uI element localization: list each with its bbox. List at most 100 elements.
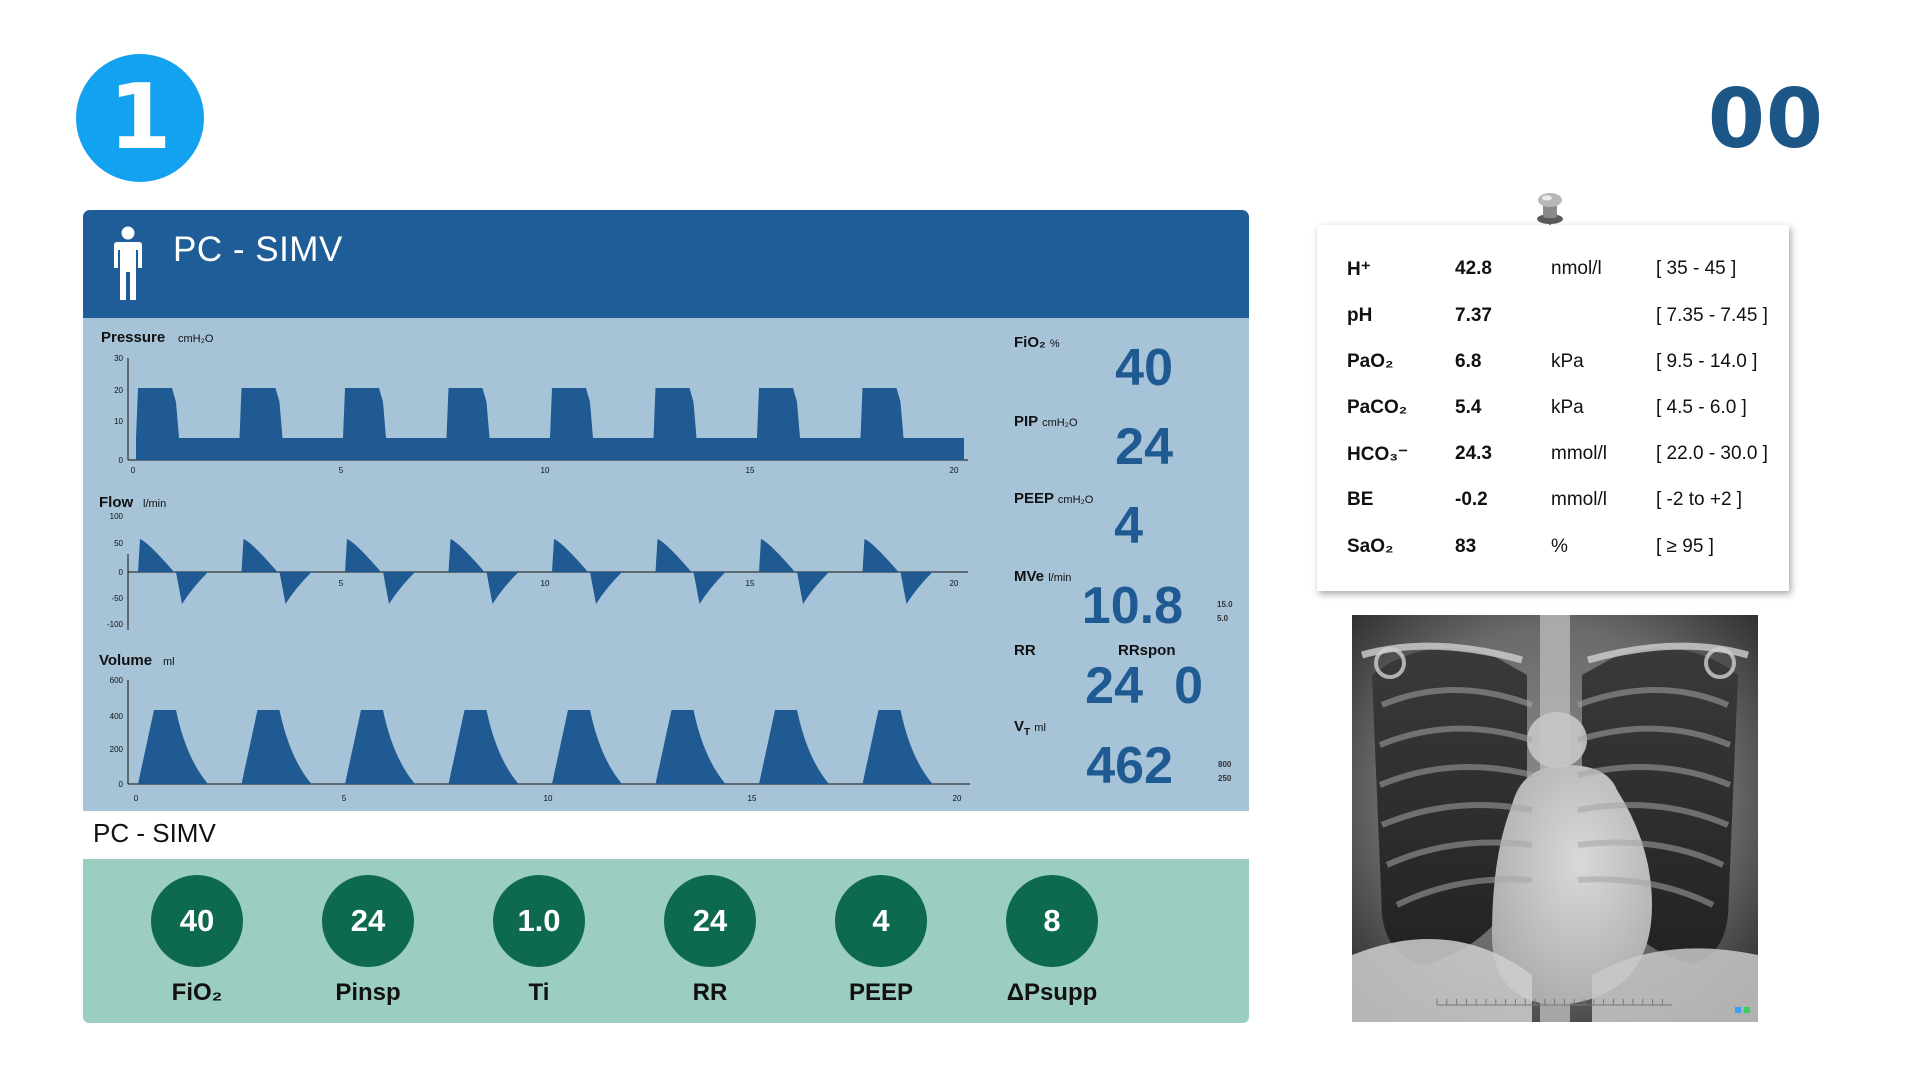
setting-peep[interactable]: 4 PEEP <box>826 875 936 1007</box>
pushpin-icon <box>1537 193 1563 238</box>
setting-psupp[interactable]: 8 ΔPsupp <box>997 875 1107 1007</box>
ventilator-waveform-area: Pressure cmH₂O Flow l/min Volume ml 30 2… <box>83 318 1249 811</box>
pressure-ytick: 10 <box>114 417 123 426</box>
flow-expiration <box>900 572 933 604</box>
flow-graph-label: Flow <box>99 494 133 511</box>
peep-label: PEEP cmH₂O <box>1014 490 1094 507</box>
flow-inspiration <box>655 539 692 572</box>
volume-xtick: 15 <box>748 794 757 803</box>
setting-fio2[interactable]: 40 FiO₂ <box>142 875 252 1007</box>
flow-expiration <box>279 572 312 604</box>
flow-inspiration <box>345 539 381 572</box>
volume-xtick: 10 <box>544 794 553 803</box>
pressure-ytick: 0 <box>119 456 124 465</box>
volume-breath <box>241 710 312 784</box>
setting-peep-value[interactable]: 4 <box>835 875 927 967</box>
chest-x-ray-image <box>1352 615 1758 1022</box>
setting-rr-value[interactable]: 24 <box>664 875 756 967</box>
setting-rr-label: RR <box>692 979 728 1006</box>
flow-inspiration <box>759 539 795 572</box>
flow-ytick: -50 <box>111 594 123 603</box>
pressure-graph-label: Pressure <box>101 329 165 346</box>
setting-pinsp-label: Pinsp <box>335 979 401 1006</box>
setting-ti-value[interactable]: 1.0 <box>493 875 585 967</box>
setting-psupp-value[interactable]: 8 <box>1006 875 1098 967</box>
rr-label: RR <box>1014 642 1036 659</box>
volume-ytick: 600 <box>110 676 124 685</box>
flow-ytick: 50 <box>114 539 123 548</box>
pressure-ytick: 20 <box>114 386 123 395</box>
rr-value: 24 <box>1085 657 1143 715</box>
pip-label: PIP cmH₂O <box>1014 413 1078 430</box>
volume-xtick: 20 <box>953 794 962 803</box>
flow-inspiration <box>552 539 588 572</box>
flow-xtick: 10 <box>541 579 550 588</box>
flow-ytick: 0 <box>119 568 124 577</box>
pressure-breath <box>136 388 240 460</box>
ventilation-mode: PC - SIMV <box>173 230 343 269</box>
fio2-value: 40 <box>1115 339 1173 397</box>
flow-graph-unit: l/min <box>143 498 166 510</box>
volume-graph-label: Volume <box>99 652 152 669</box>
timer-display: 00 <box>1707 72 1824 167</box>
flow-expiration <box>590 572 622 604</box>
settings-mode-caption: PC - SIMV <box>93 818 216 848</box>
volume-breath <box>862 710 933 784</box>
rrspon-label: RRspon <box>1118 642 1176 659</box>
flow-xtick: 5 <box>339 579 344 588</box>
vt-label: VT ml <box>1014 718 1046 738</box>
flow-inspiration <box>241 539 278 572</box>
volume-breath <box>552 710 622 784</box>
step-number-badge: 1 <box>76 54 204 182</box>
pressure-ytick: 30 <box>114 354 123 363</box>
flow-expiration <box>176 572 208 604</box>
pressure-xtick: 15 <box>746 466 755 475</box>
volume-breath <box>345 710 415 784</box>
flow-inspiration <box>138 539 174 572</box>
volume-xtick: 5 <box>342 794 347 803</box>
volume-breath <box>655 710 726 784</box>
setting-ti[interactable]: 1.0 Ti <box>484 875 594 1007</box>
volume-breath <box>448 710 519 784</box>
flow-inspiration <box>862 539 899 572</box>
setting-peep-label: PEEP <box>848 979 914 1006</box>
setting-ti-label: Ti <box>528 979 550 1006</box>
flow-ytick: 100 <box>110 512 124 521</box>
waveform-graphs: Pressure cmH₂O Flow l/min Volume ml 30 2… <box>99 329 970 803</box>
volume-breath <box>138 710 208 784</box>
pressure-breath <box>550 388 654 460</box>
pressure-breath <box>239 388 343 460</box>
pressure-breath <box>860 388 964 460</box>
setting-pinsp[interactable]: 24 Pinsp <box>313 875 423 1007</box>
pressure-xtick: 10 <box>541 466 550 475</box>
mve-label: MVe l/min <box>1014 568 1072 585</box>
flow-expiration <box>383 572 415 604</box>
volume-xtick: 0 <box>134 794 139 803</box>
setting-rr[interactable]: 24 RR <box>655 875 765 1007</box>
volume-ytick: 0 <box>119 780 124 789</box>
volume-ytick: 400 <box>110 712 124 721</box>
peep-value: 4 <box>1114 497 1143 555</box>
patient-person-icon <box>114 226 142 300</box>
pressure-xtick: 0 <box>131 466 136 475</box>
setting-pinsp-value[interactable]: 24 <box>322 875 414 967</box>
pressure-xtick: 5 <box>339 466 344 475</box>
vt-alarm-limits: 800 250 <box>1218 760 1232 783</box>
pressure-breath <box>343 388 447 460</box>
pressure-graph-unit: cmH₂O <box>178 333 214 345</box>
volume-breath <box>759 710 829 784</box>
setting-fio2-value[interactable]: 40 <box>151 875 243 967</box>
vt-value: 462 <box>1086 737 1173 795</box>
pressure-breath <box>446 388 550 460</box>
rrspon-value: 0 <box>1174 657 1203 715</box>
flow-expiration <box>486 572 519 604</box>
pressure-breath <box>757 388 861 460</box>
blood-gas-card: H⁺ 42.8 nmol/l[ 35 - 45 ] pH 7.37[ 7.35 - 7… <box>1317 225 1789 591</box>
ventilator-display: PC - SIMV Pressure cmH₂O Flow l/min Volu… <box>83 210 1249 811</box>
flow-expiration <box>693 572 726 604</box>
flow-xtick: 20 <box>950 579 959 588</box>
flow-xtick: 15 <box>746 579 755 588</box>
setting-fio2-label: FiO₂ <box>171 979 223 1006</box>
mve-alarm-limits: 15.0 5.0 <box>1217 600 1233 623</box>
ventilator-settings-panel: 40 FiO₂ 24 Pinsp 1.0 Ti 24 RR 4 PEEP 8 Δ… <box>83 859 1249 1023</box>
